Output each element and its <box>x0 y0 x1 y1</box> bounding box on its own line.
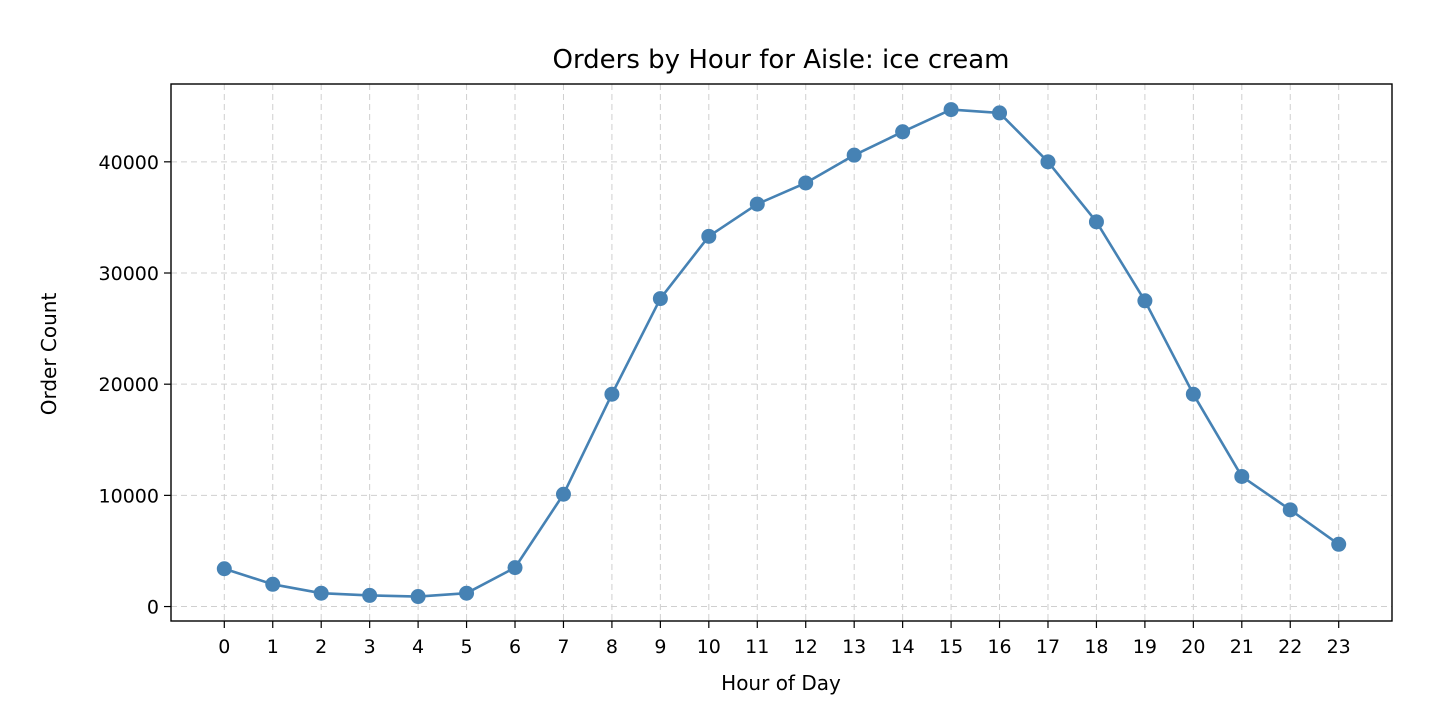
x-axis-label: Hour of Day <box>721 671 841 695</box>
x-tick-label: 8 <box>606 636 618 658</box>
series-line <box>223 108 1340 598</box>
data-point <box>749 196 765 212</box>
x-tick-label: 16 <box>987 636 1011 658</box>
data-point <box>701 228 717 244</box>
data-point <box>895 124 911 140</box>
data-point <box>1331 536 1347 552</box>
y-tick-label: 30000 <box>99 263 159 285</box>
x-tick-label: 10 <box>697 636 721 658</box>
data-point <box>1185 386 1201 402</box>
data-point <box>798 175 814 191</box>
data-point-layer <box>216 102 1347 605</box>
data-point <box>992 105 1008 121</box>
y-axis-label: Order Count <box>37 293 61 416</box>
chart-title: Orders by Hour for Aisle: ice cream <box>552 45 1009 75</box>
x-tick-label: 22 <box>1278 636 1302 658</box>
data-point <box>459 585 475 601</box>
data-point <box>1088 214 1104 230</box>
x-tick-label: 18 <box>1084 636 1108 658</box>
x-tick-label: 11 <box>745 636 769 658</box>
x-tick-label: 9 <box>654 636 666 658</box>
series-line-layer <box>223 108 1340 598</box>
data-point <box>1282 502 1298 518</box>
data-point <box>943 102 959 118</box>
x-tick-label: 21 <box>1230 636 1254 658</box>
data-point <box>313 585 329 601</box>
y-tick-label: 0 <box>147 597 159 619</box>
x-tick-label: 23 <box>1327 636 1351 658</box>
x-tick-label: 7 <box>557 636 569 658</box>
x-tick-label: 0 <box>218 636 230 658</box>
data-point <box>265 576 281 592</box>
x-tick-label: 15 <box>939 636 963 658</box>
x-tick-label: 17 <box>1036 636 1060 658</box>
x-axis-ticks: 0 1 2 3 4 5 6 7 8 9 10 11 12 13 14 15 16 17 18 19 20 21 22 23 <box>218 621 1351 658</box>
data-point <box>846 147 862 163</box>
data-point <box>1040 154 1056 170</box>
x-tick-label: 1 <box>267 636 279 658</box>
y-tick-label: 10000 <box>99 485 159 507</box>
x-tick-label: 13 <box>842 636 866 658</box>
x-tick-label: 5 <box>461 636 473 658</box>
data-point <box>507 560 523 576</box>
y-axis-ticks: 0 10000 20000 30000 40000 <box>99 152 171 619</box>
x-tick-label: 14 <box>891 636 915 658</box>
x-tick-label: 6 <box>509 636 521 658</box>
data-point <box>362 587 378 603</box>
data-point <box>410 589 426 605</box>
x-tick-label: 12 <box>794 636 818 658</box>
y-tick-label: 20000 <box>99 374 159 396</box>
data-point <box>652 291 668 307</box>
plot-area-frame <box>170 83 1393 622</box>
x-tick-label: 19 <box>1133 636 1157 658</box>
data-point <box>604 386 620 402</box>
data-point <box>1137 293 1153 309</box>
x-tick-label: 20 <box>1181 636 1205 658</box>
data-point <box>555 486 571 502</box>
x-tick-label: 4 <box>412 636 424 658</box>
y-tick-label: 40000 <box>99 152 159 174</box>
x-tick-label: 2 <box>315 636 327 658</box>
grid-layer <box>171 84 1392 621</box>
data-point <box>1234 468 1250 484</box>
x-tick-label: 3 <box>364 636 376 658</box>
data-point <box>216 561 232 577</box>
